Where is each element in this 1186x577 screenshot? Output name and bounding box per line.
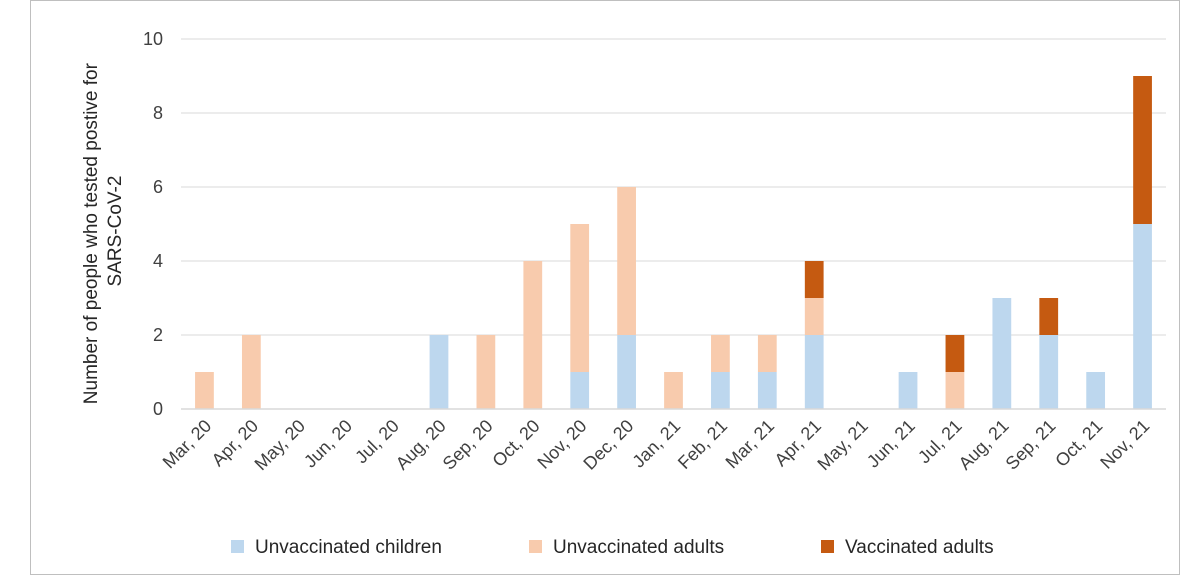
legend-swatch — [231, 540, 244, 553]
x-tick-label: Oct, 21 — [1051, 416, 1106, 471]
x-tick-label: Dec, 20 — [579, 416, 637, 474]
x-tick-label: Mar, 20 — [159, 416, 216, 473]
y-tick-label: 0 — [153, 399, 163, 419]
y-axis-title-line-1: Number of people who tested postive for — [81, 62, 102, 404]
legend-swatch — [821, 540, 834, 553]
y-tick-labels: 0 2 4 6 8 10 — [143, 29, 163, 419]
x-tick-label: Aug, 20 — [392, 416, 450, 474]
bar-segment — [757, 372, 777, 409]
bar-segment — [1086, 372, 1106, 409]
bar-segment — [1133, 76, 1152, 224]
bar-segment — [1039, 298, 1059, 335]
y-axis-title-line-2: SARS-CoV-2 — [105, 176, 126, 287]
x-tick-label: Jan, 21 — [628, 416, 684, 472]
bar-segment — [570, 224, 590, 372]
bar-segment — [617, 187, 636, 335]
legend-label: Vaccinated adults — [845, 537, 994, 558]
gridlines — [181, 38, 1166, 336]
bar-segment — [804, 335, 824, 409]
bar-segment — [429, 335, 449, 409]
x-tick-label: Sep, 21 — [1002, 416, 1060, 474]
x-tick-label: May, 21 — [813, 416, 871, 474]
legend: Unvaccinated children Unvaccinated adults… — [231, 537, 994, 558]
legend-label: Unvaccinated children — [255, 537, 442, 558]
bar-segment — [1133, 224, 1152, 409]
x-tick-label: Jun, 20 — [300, 416, 356, 472]
bar-segment — [711, 372, 730, 409]
bar-segment — [664, 372, 683, 409]
y-tick-label: 2 — [153, 325, 163, 345]
bar-segment — [711, 335, 730, 372]
bar-segment — [804, 298, 824, 335]
x-tick-label: Feb, 21 — [674, 416, 731, 473]
bar-segment — [757, 335, 777, 372]
bar-segment — [1039, 335, 1059, 409]
bar-segment — [476, 335, 496, 409]
bar-segment — [570, 372, 590, 409]
legend-swatch — [529, 540, 542, 553]
x-tick-label: Mar, 21 — [722, 416, 779, 473]
y-tick-label: 6 — [153, 177, 163, 197]
y-tick-label: 4 — [153, 251, 163, 271]
y-tick-label: 8 — [153, 103, 163, 123]
bar-segment — [945, 335, 965, 372]
x-tick-label: Nov, 20 — [533, 416, 590, 473]
y-tick-label: 10 — [143, 29, 163, 49]
bars — [195, 76, 1152, 409]
x-tick-label: Nov, 21 — [1096, 416, 1153, 473]
x-tick-label: Aug, 21 — [955, 416, 1013, 474]
bar-segment — [992, 298, 1012, 409]
bar-segment — [195, 372, 214, 409]
x-tick-label: Jun, 21 — [863, 416, 919, 472]
bar-segment — [523, 261, 543, 409]
bar-segment — [241, 335, 261, 409]
bar-segment — [898, 372, 918, 409]
bar-segment — [617, 335, 636, 409]
x-tick-label: Sep, 20 — [439, 416, 497, 474]
chart-frame: 0 2 4 6 8 10 Mar, 20 Apr, 20 May, 20 Jun, 20 Jul,… — [30, 0, 1180, 575]
legend-label: Unvaccinated adults — [553, 537, 724, 558]
x-tick-label: May, 20 — [251, 416, 309, 474]
y-axis-title: Number of people who tested postive for … — [81, 58, 126, 404]
bar-segment — [945, 372, 965, 409]
bar-segment — [804, 261, 824, 298]
x-tick-label: Oct, 20 — [488, 416, 543, 471]
